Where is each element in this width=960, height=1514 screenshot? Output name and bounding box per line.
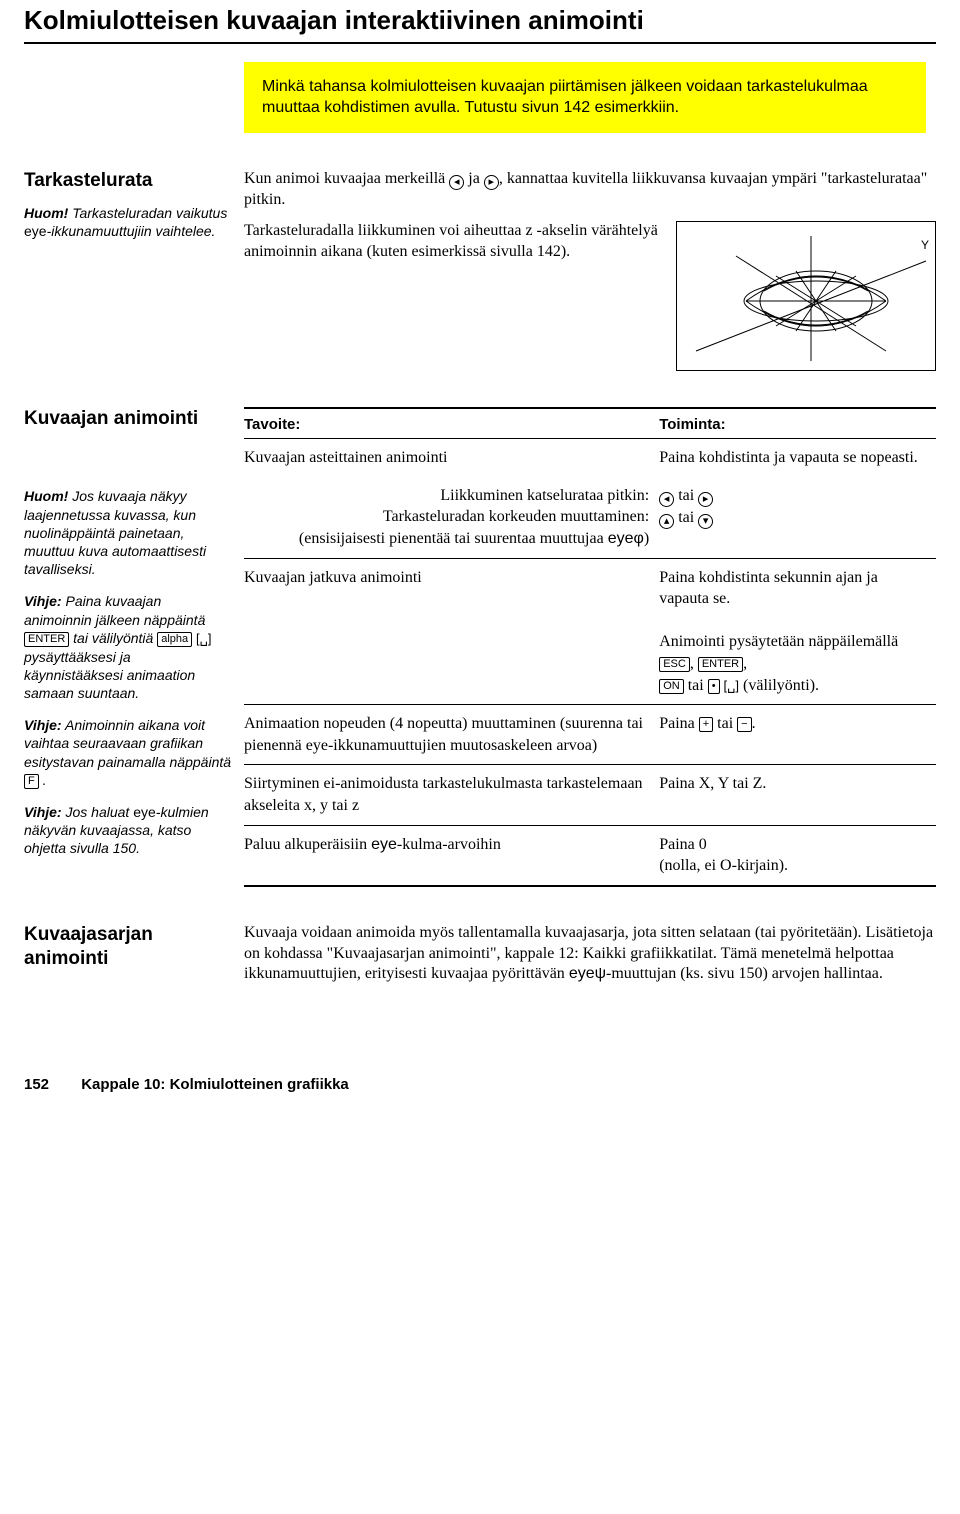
section-kuvaajan-animointi: Kuvaajan animointi Huom! Jos kuvaaja näk… bbox=[24, 407, 936, 887]
action-cell: Paina + tai −. bbox=[659, 705, 936, 764]
page-footer: 152 Kappale 10: Kolmiulotteinen grafiikk… bbox=[24, 1075, 936, 1095]
t: Paina bbox=[659, 715, 699, 732]
t: tai bbox=[674, 509, 698, 526]
note-body-a: Tarkasteluradan vaikutus bbox=[68, 205, 227, 221]
note-lead: Vihje: bbox=[24, 717, 62, 733]
table-row: Kuvaajan jatkuva animointi Paina kohdist… bbox=[244, 559, 936, 705]
plus-key-icon: + bbox=[699, 717, 713, 732]
minus-key-icon: − bbox=[737, 717, 751, 732]
para1a: Kun animoi kuvaajaa merkeillä bbox=[244, 170, 449, 187]
side-note-1: Huom! Jos kuvaaja näkyy laajennetussa ku… bbox=[24, 487, 232, 578]
para-2: Tarkasteluradalla liikkuminen voi aiheut… bbox=[244, 221, 666, 361]
goal-cell: Animaation nopeuden (4 nopeutta) muuttam… bbox=[244, 705, 659, 764]
t: -muuttujan (ks. sivu 150) arvojen hallin… bbox=[606, 965, 883, 982]
t: (välilyönti). bbox=[739, 677, 819, 694]
space-key-icon: [␣] bbox=[724, 678, 739, 693]
side-heading: Kuvaajasarjan animointi bbox=[24, 923, 232, 972]
col-goal-header: Tavoite: bbox=[244, 409, 659, 439]
t: Animointi pysäytetään näppäilemällä bbox=[659, 633, 898, 650]
t: tai bbox=[684, 677, 708, 694]
goal-cell: Kuvaajan jatkuva animointi bbox=[244, 559, 659, 705]
saddle-surface-figure: Y bbox=[676, 221, 936, 371]
table-row: Paluu alkuperäisiin eye-kulma-arvoihin P… bbox=[244, 826, 936, 885]
table-row: Animaation nopeuden (4 nopeutta) muuttam… bbox=[244, 705, 936, 764]
title-rule bbox=[24, 42, 936, 44]
goal-cell: Liikkuminen katselurataa pitkin: Tarkast… bbox=[244, 477, 659, 558]
t: Paina kohdistinta sekunnin ajan ja vapau… bbox=[659, 569, 878, 608]
t: tai välilyöntiä bbox=[69, 630, 157, 646]
t: tai bbox=[674, 487, 698, 504]
t: Tarkasteluradan korkeuden muuttaminen: bbox=[383, 508, 649, 525]
note-lead: Vihje: bbox=[24, 593, 62, 609]
chapter-label: Kappale 10: Kolmiulotteinen grafiikka bbox=[81, 1076, 349, 1093]
side-note-2: Vihje: Paina kuvaajan animoinnin jälkeen… bbox=[24, 592, 232, 702]
right-arrow-icon: ▸ bbox=[698, 492, 713, 507]
note-lead: Vihje: bbox=[24, 804, 62, 820]
note-lead: Huom! bbox=[24, 205, 68, 221]
alpha-key-icon: alpha bbox=[157, 632, 192, 647]
esc-key-icon: ESC bbox=[659, 657, 690, 672]
section-tarkastelurata: Tarkastelurata Huom! Tarkasteluradan vai… bbox=[24, 169, 936, 371]
t: pysäyttääksesi ja käynnistääksesi animaa… bbox=[24, 649, 195, 701]
t: . bbox=[39, 772, 47, 788]
t: , bbox=[743, 655, 747, 672]
note-body-b: -ikkunamuuttujiin vaihtelee. bbox=[47, 223, 216, 239]
t: ) bbox=[644, 530, 649, 547]
down-arrow-icon: ▾ bbox=[698, 514, 713, 529]
on-key-icon: ON bbox=[659, 679, 684, 694]
f-key-icon: F bbox=[24, 774, 39, 789]
rule bbox=[244, 885, 936, 887]
action-cell: Paina 0 (nolla, ei O-kirjain). bbox=[659, 826, 936, 885]
t: , bbox=[690, 655, 698, 672]
right-arrow-icon: ▸ bbox=[484, 175, 499, 190]
space-key-icon: [␣] bbox=[196, 631, 211, 646]
up-arrow-icon: ▴ bbox=[659, 514, 674, 529]
col-action-header: Toiminta: bbox=[659, 409, 936, 439]
body-para: Kuvaaja voidaan animoida myös tallentama… bbox=[244, 923, 936, 985]
action-cell: Paina kohdistinta sekunnin ajan ja vapau… bbox=[659, 559, 936, 705]
action-cell: ◂ tai ▸ ▴ tai ▾ bbox=[659, 477, 936, 558]
t: tai bbox=[713, 715, 737, 732]
enter-key-icon: ENTER bbox=[698, 657, 743, 672]
side-note-4: Vihje: Jos haluat eye-kulmien näkyvän ku… bbox=[24, 803, 232, 858]
goal-action-table: Tavoite: Toiminta: Kuvaajan asteittainen… bbox=[244, 407, 936, 887]
t: . bbox=[752, 715, 756, 732]
note-lead: Huom! bbox=[24, 488, 68, 504]
t: Liikkuminen katselurataa pitkin: bbox=[440, 487, 649, 504]
t: (ensisijaisesti pienentää tai suurentaa … bbox=[299, 530, 608, 547]
enter-key-icon: ENTER bbox=[24, 632, 69, 647]
table-row: Liikkuminen katselurataa pitkin: Tarkast… bbox=[244, 477, 936, 558]
side-heading: Kuvaajan animointi bbox=[24, 407, 232, 432]
t: Jos haluat bbox=[62, 804, 134, 820]
goal-cell: Siirtyminen ei-animoidusta tarkastelukul… bbox=[244, 765, 659, 824]
highlight-box: Minkä tahansa kolmiulotteisen kuvaajan p… bbox=[244, 62, 926, 133]
page-title: Kolmiulotteisen kuvaajan interaktiivinen… bbox=[24, 0, 936, 38]
action-cell: Paina kohdistinta ja vapauta se nopeasti… bbox=[659, 439, 936, 477]
para1b: ja bbox=[464, 170, 484, 187]
side-note: Huom! Tarkasteluradan vaikutus eye-ikkun… bbox=[24, 204, 232, 240]
section-kuvaajasarjan-animointi: Kuvaajasarjan animointi Kuvaaja voidaan … bbox=[24, 923, 936, 995]
page-number: 152 bbox=[24, 1076, 49, 1093]
para-1: Kun animoi kuvaajaa merkeillä ◂ ja ▸, ka… bbox=[244, 169, 936, 211]
side-heading: Tarkastelurata bbox=[24, 169, 232, 194]
svg-text:Y: Y bbox=[921, 238, 929, 252]
side-note-3: Vihje: Animoinnin aikana voit vaihtaa se… bbox=[24, 716, 232, 789]
left-arrow-icon: ◂ bbox=[659, 492, 674, 507]
table-row: Siirtyminen ei-animoidusta tarkastelukul… bbox=[244, 765, 936, 824]
left-arrow-icon: ◂ bbox=[449, 175, 464, 190]
action-cell: Paina X, Y tai Z. bbox=[659, 765, 936, 824]
goal-cell: Kuvaajan asteittainen animointi bbox=[244, 439, 659, 477]
goal-cell: Paluu alkuperäisiin eye-kulma-arvoihin bbox=[244, 826, 659, 885]
dot-key-icon: • bbox=[708, 679, 720, 694]
table-row: Kuvaajan asteittainen animointi Paina ko… bbox=[244, 439, 936, 477]
